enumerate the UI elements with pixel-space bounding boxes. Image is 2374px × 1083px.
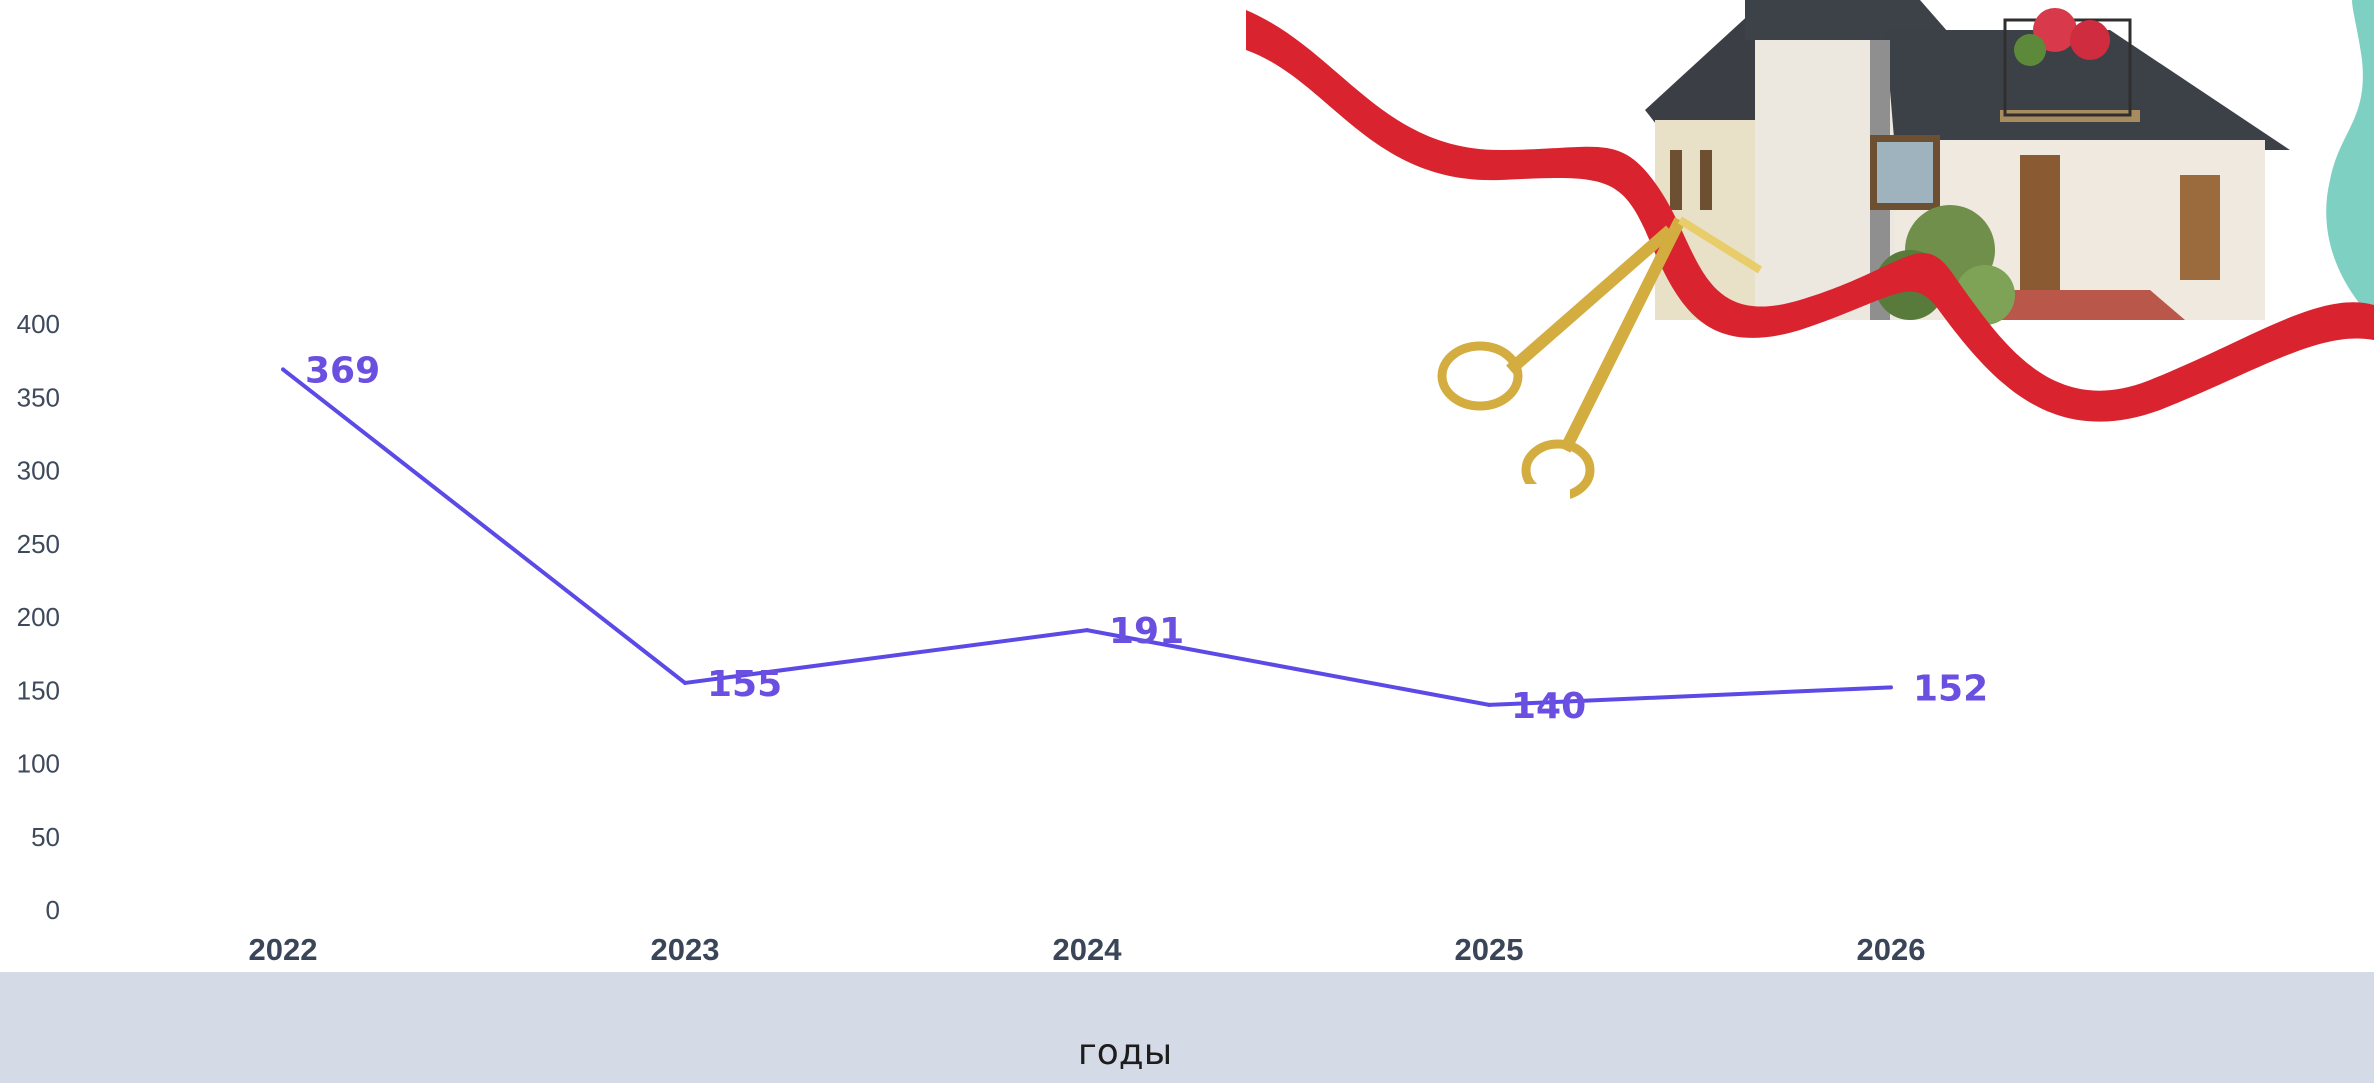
y-tick-label: 300	[17, 456, 60, 486]
data-label: 191	[1109, 611, 1184, 652]
data-point	[1487, 702, 1491, 707]
data-label: 155	[707, 664, 782, 705]
series-group	[281, 367, 1893, 707]
data-point	[1085, 628, 1089, 633]
y-tick-label: 200	[17, 602, 60, 632]
y-tick-label: 150	[17, 675, 60, 705]
data-label: 140	[1511, 686, 1586, 727]
data-label: 369	[305, 350, 380, 391]
data-label: 152	[1913, 668, 1988, 709]
data-labels: 369 155 191 140 152	[305, 350, 1988, 726]
x-tick-label: 2024	[1053, 932, 1123, 967]
y-tick-label: 350	[17, 382, 60, 412]
x-axis: 2022 2023 2024 2025 2026	[249, 932, 1926, 967]
data-point	[1889, 685, 1893, 690]
x-tick-label: 2025	[1455, 932, 1524, 967]
y-tick-label: 50	[31, 822, 60, 852]
y-tick-label: 250	[17, 529, 60, 559]
y-tick-label: 100	[17, 749, 60, 779]
x-axis-title: годы	[1077, 1032, 1173, 1073]
x-tick-label: 2026	[1857, 932, 1926, 967]
x-tick-label: 2023	[651, 932, 720, 967]
data-point	[281, 367, 285, 372]
house-ribbon-illustration	[1240, 0, 2374, 504]
series-line	[281, 367, 1892, 707]
data-point	[683, 680, 687, 685]
axis-footer-band	[0, 972, 2374, 1083]
x-tick-label: 2022	[249, 932, 318, 967]
y-tick-label: 400	[17, 309, 60, 339]
y-axis: 0 50 100 150 200 250 300 350 400	[17, 309, 60, 925]
y-tick-label: 0	[46, 895, 60, 925]
